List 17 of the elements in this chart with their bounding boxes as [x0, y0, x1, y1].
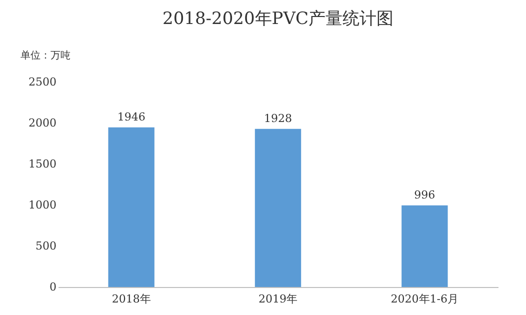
y-tick-label: 1500 [28, 158, 56, 170]
chart-title: 2018-2020年PVC产量统计图 [162, 9, 394, 29]
data-label: 1946 [117, 110, 146, 124]
x-tick-label: 2019年 [258, 292, 298, 306]
bar [402, 205, 448, 287]
x-tick-label: 2018年 [112, 292, 151, 306]
x-tick-label: 2020年1-6月 [390, 292, 459, 306]
bar [108, 127, 154, 287]
y-tick-label: 2500 [28, 76, 56, 88]
y-tick-label: 2000 [28, 116, 56, 130]
y-tick-label: 0 [50, 280, 56, 294]
data-label: 996 [414, 188, 436, 202]
data-label: 1928 [264, 112, 292, 125]
y-tick-label: 500 [36, 240, 56, 252]
bar [254, 128, 302, 287]
y-tick-label: 1000 [28, 198, 56, 212]
y-axis-title: 单位：万吨 [20, 50, 70, 62]
